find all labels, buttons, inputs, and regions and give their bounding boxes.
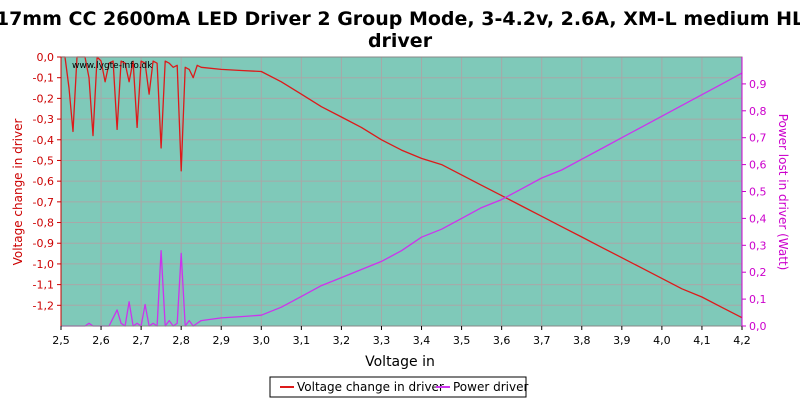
y-left-tick-label: -0,9: [33, 237, 54, 250]
series-line-voltage-change: [61, 56, 743, 319]
y-left-tick-label: 0,0: [37, 51, 55, 64]
x-tick-label: 2,5: [52, 334, 70, 347]
axes: 2,5 2,6 2,7 2,8 2,9 3,0 3,1 3,2 3,3 3,4 3,5 3,6 3,7 3…: [33, 51, 767, 347]
x-tick-label: 4,0: [653, 334, 671, 347]
y-left-tick-label: -0,5: [33, 154, 54, 167]
y-right-tick-label: 0,3: [749, 239, 767, 252]
y-left-tick-label: -0,7: [33, 196, 54, 209]
x-tick-label: 3,5: [453, 334, 471, 347]
y-right-tick-label: 0,9: [749, 78, 767, 91]
y-left-tick-label: -0,3: [33, 113, 54, 126]
x-tick-label: 2,6: [92, 334, 110, 347]
y-right-tick-label: 0,1: [749, 293, 767, 306]
series-layer: [61, 56, 743, 327]
y-axis-right-label: Power lost in driver (Watt): [776, 114, 790, 271]
x-tick-label: 2,9: [212, 334, 230, 347]
y-left-tick-label: -1,1: [33, 279, 54, 292]
x-tick-label: 4,2: [733, 334, 751, 347]
plot-area: [61, 57, 742, 326]
y-right-tick-label: 0,2: [749, 266, 767, 279]
y-left-tick-label: -0,2: [33, 92, 54, 105]
x-tick-label: 3,1: [293, 334, 311, 347]
y-right-tick-label: 0,4: [749, 212, 767, 225]
y-right-tick-label: 0,6: [749, 159, 767, 172]
y-left-tick-label: -1,0: [33, 258, 54, 271]
chart-title-line-2: driver: [368, 30, 433, 52]
y-right-tick-label: 0,7: [749, 132, 767, 145]
x-axis-label: Voltage in: [365, 354, 435, 370]
y-right-tick-label: 0,8: [749, 105, 767, 118]
y-left-tick-label: -0,8: [33, 217, 54, 230]
y-left-tick-label: -0,1: [33, 72, 54, 85]
y-axis-left-label: Voltage change in driver: [11, 119, 25, 266]
x-tick-label: 3,7: [533, 334, 551, 347]
legend-label-voltage: Voltage change in driver: [297, 380, 444, 394]
x-tick-label: 2,7: [132, 334, 150, 347]
y-right-tick-label: 0,0: [749, 320, 767, 333]
x-tick-label: 3,8: [573, 334, 591, 347]
chart-title-line-1: 17mm CC 2600mA LED Driver 2 Group Mode, …: [0, 8, 800, 30]
y-left-tick-label: -0,4: [33, 134, 54, 147]
x-tick-label: 3,9: [613, 334, 631, 347]
legend-label-power: Power driver: [453, 380, 528, 394]
x-tick-label: 3,0: [253, 334, 271, 347]
y-left-tick-label: -0,6: [33, 175, 54, 188]
legend: Voltage change in driver Power driver: [269, 376, 528, 398]
x-tick-label: 2,8: [172, 334, 190, 347]
x-tick-label: 3,4: [413, 334, 431, 347]
legend-box: [269, 376, 527, 398]
x-tick-label: 3,2: [333, 334, 351, 347]
watermark: www.lygte-info.dk: [72, 61, 153, 71]
series-line-power-driver: [61, 72, 743, 327]
x-tick-label: 4,1: [693, 334, 711, 347]
y-right-tick-label: 0,5: [749, 186, 767, 199]
x-tick-label: 3,6: [493, 334, 511, 347]
x-tick-label: 3,3: [373, 334, 391, 347]
y-left-tick-label: -1,2: [33, 299, 54, 312]
